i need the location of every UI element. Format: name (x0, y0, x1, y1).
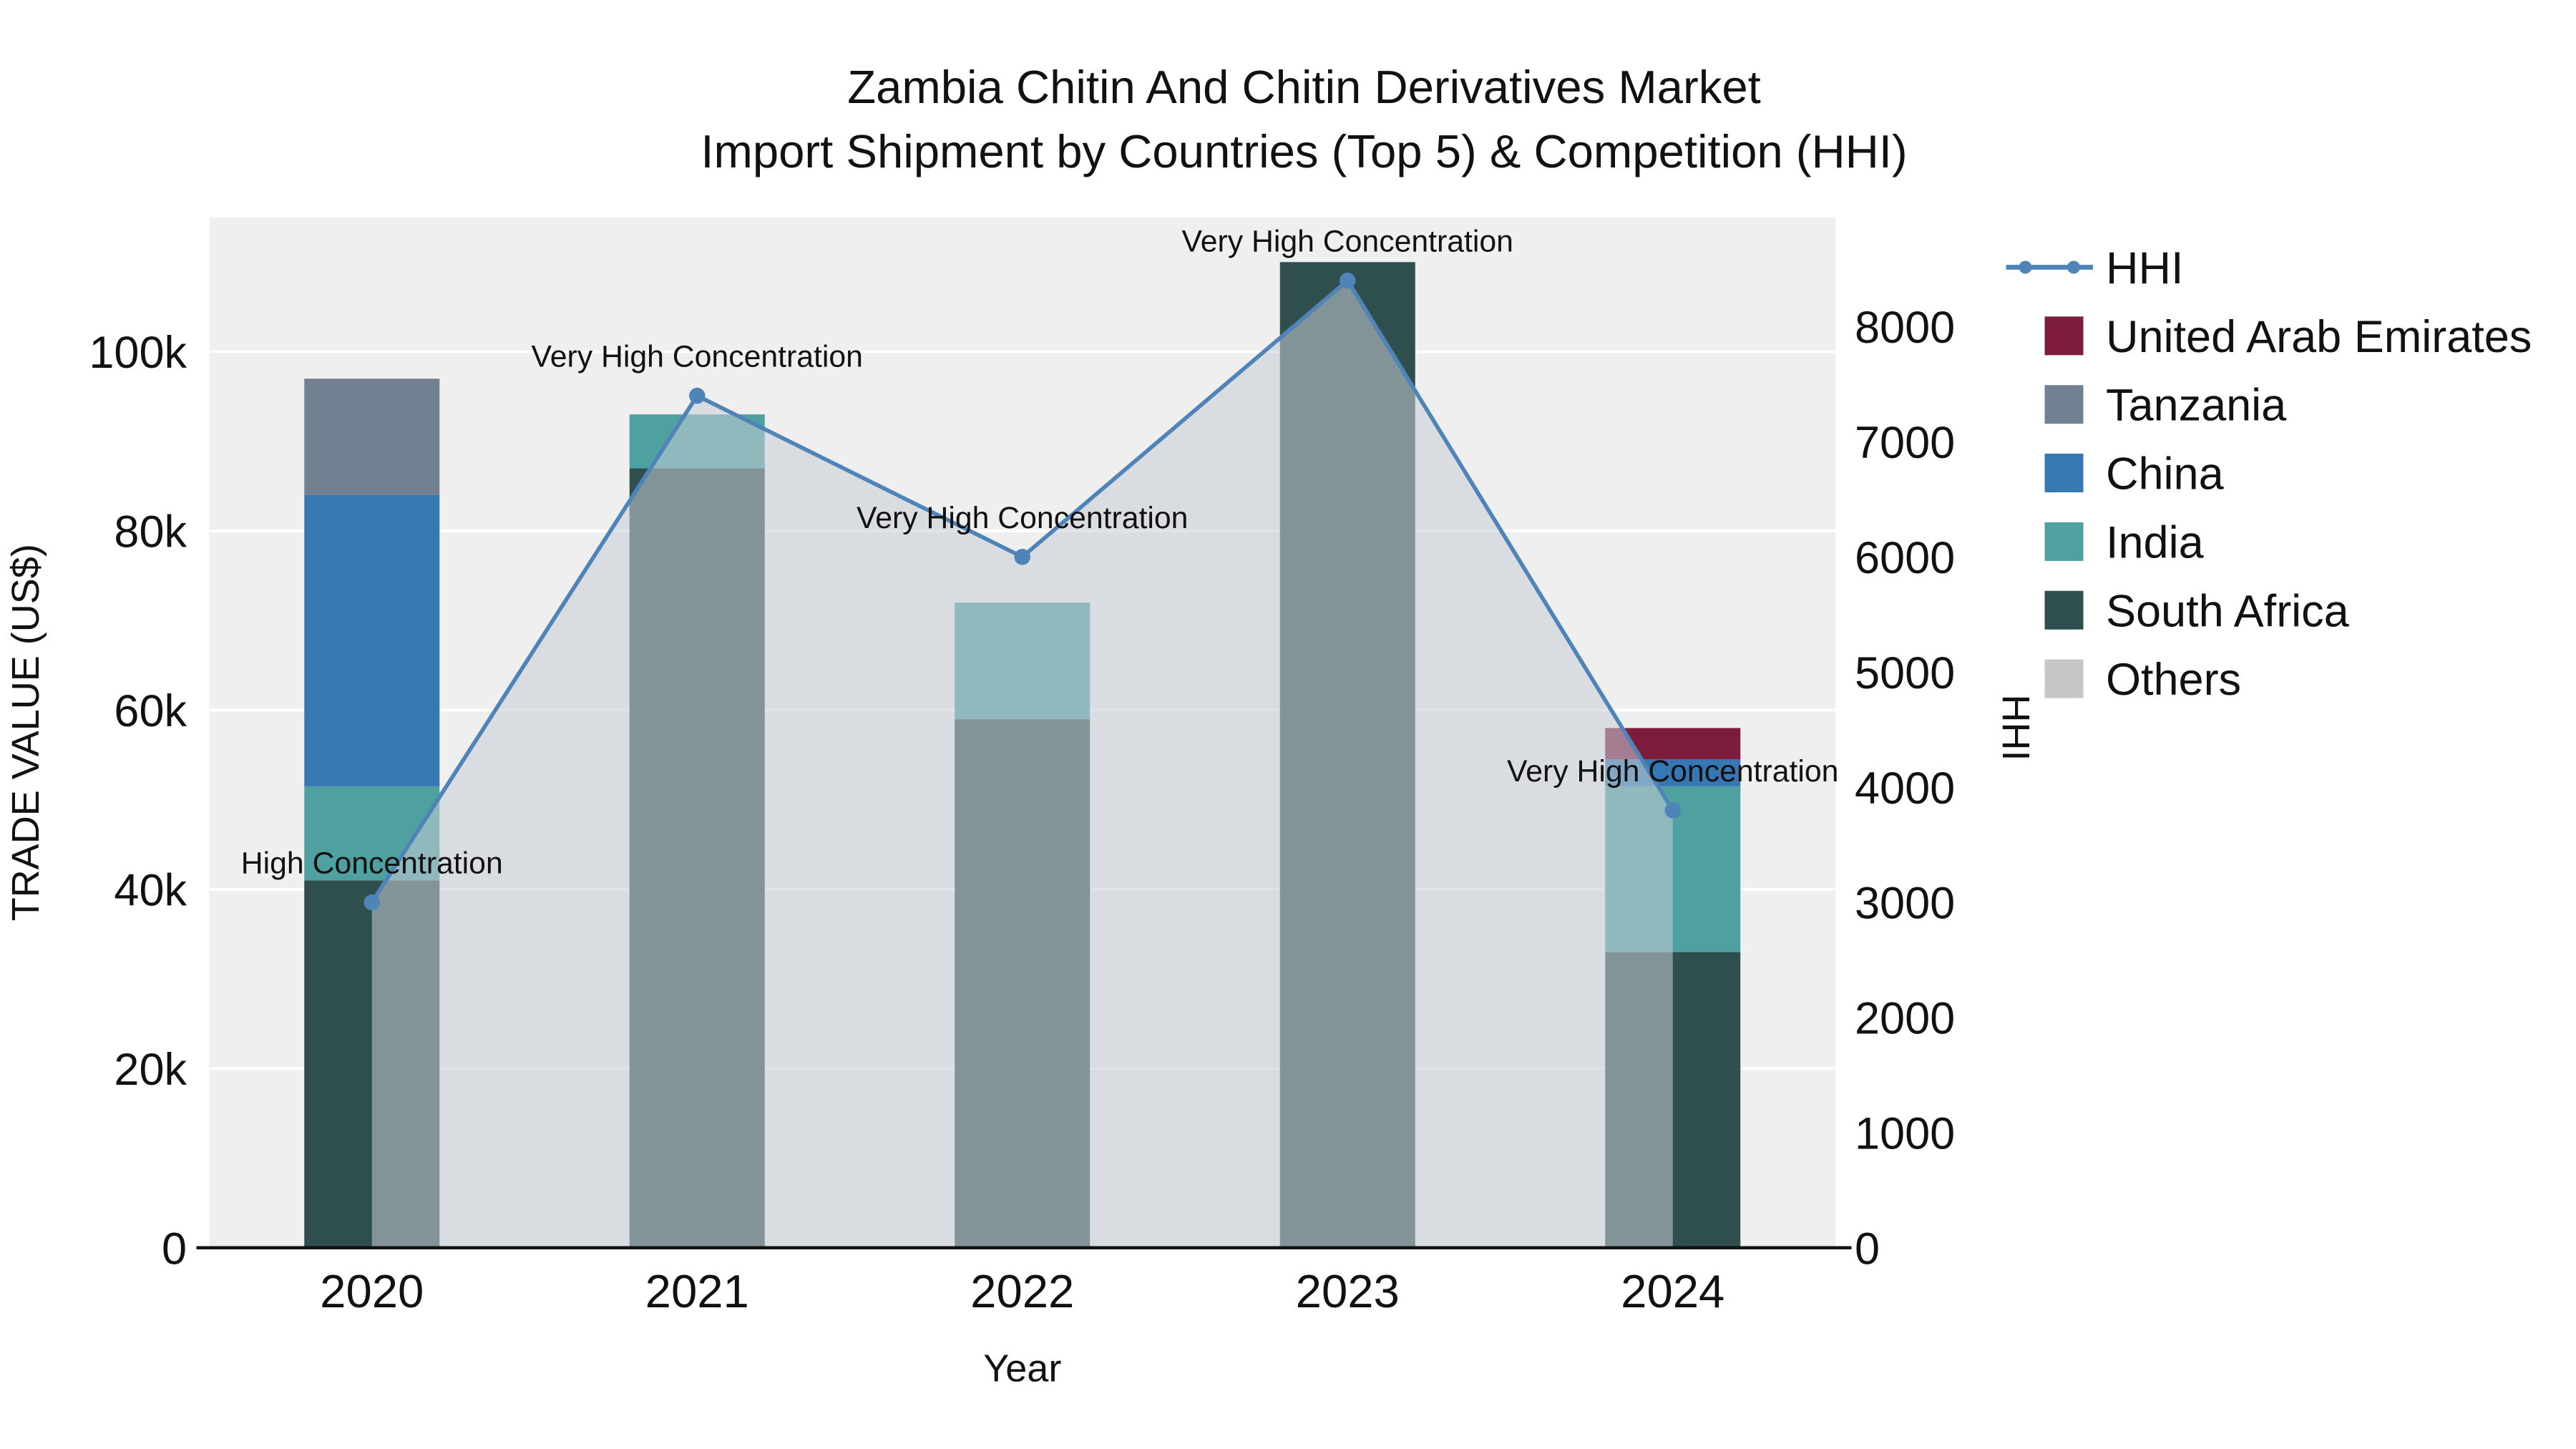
x-tick-label-2024: 2024 (1621, 1265, 1724, 1317)
left-tick-label: 0 (162, 1224, 187, 1274)
right-tick-label: 8000 (1855, 303, 1955, 353)
annotation-2024: Very High Concentration (1507, 754, 1838, 789)
legend-swatch-icon (2044, 385, 2084, 424)
legend-swatch-icon (2044, 522, 2084, 561)
left-axis-title: TRADE VALUE (US$) (4, 544, 47, 921)
hhi-marker-2022 (1014, 549, 1030, 565)
right-tick-label: 2000 (1855, 994, 1955, 1044)
legend-label-tanzania: Tanzania (2106, 381, 2287, 431)
legend-item-india[interactable]: India (2044, 517, 2205, 567)
bar-tanzania-2020 (304, 379, 440, 495)
legend-label-united-arab-emirates: United Arab Emirates (2106, 312, 2532, 362)
hhi-marker-2020 (364, 894, 380, 911)
legend-item-south-africa[interactable]: South Africa (2044, 586, 2350, 636)
right-tick-label: 7000 (1855, 418, 1955, 468)
legend-item-hhi[interactable]: HHI (2006, 243, 2184, 293)
hhi-marker-2024 (1664, 802, 1681, 819)
annotation-2022: Very High Concentration (857, 501, 1188, 535)
legend-label-hhi: HHI (2106, 243, 2184, 293)
annotation-2020: High Concentration (241, 847, 503, 881)
legend-item-others[interactable]: Others (2044, 655, 2242, 705)
right-axis-title: HHI (1994, 695, 2037, 761)
right-tick-label: 1000 (1855, 1108, 1955, 1158)
right-tick-label: 4000 (1855, 763, 1955, 814)
legend-label-south-africa: South Africa (2106, 586, 2350, 636)
legend-label-others: Others (2106, 655, 2241, 705)
right-tick-label: 3000 (1855, 879, 1955, 929)
x-tick-label-2023: 2023 (1296, 1265, 1400, 1317)
right-tick-label: 0 (1855, 1224, 1880, 1274)
legend-item-china[interactable]: China (2044, 449, 2225, 499)
legend-swatch-icon (2044, 454, 2084, 493)
legend-label-china: China (2106, 449, 2225, 499)
legend-swatch-icon (2044, 659, 2084, 698)
x-tick-label-2022: 2022 (970, 1265, 1074, 1317)
x-tick-label-2021: 2021 (645, 1265, 749, 1317)
left-tick-label: 100k (89, 328, 187, 378)
annotation-2021: Very High Concentration (532, 340, 863, 374)
hhi-marker-2023 (1340, 272, 1356, 289)
left-tick-label: 20k (114, 1045, 187, 1095)
x-axis-title: Year (983, 1347, 1061, 1390)
legend-swatch-icon (2044, 590, 2084, 630)
chart-title-line2: Import Shipment by Countries (Top 5) & C… (701, 125, 1907, 177)
hhi-area (371, 280, 1673, 1248)
legend-hhi-marker-icon (2019, 260, 2032, 274)
right-tick-label: 5000 (1855, 648, 1955, 698)
left-tick-label: 80k (114, 507, 187, 557)
legend-hhi-marker-icon (2067, 260, 2080, 274)
right-tick-label: 6000 (1855, 533, 1955, 583)
legend-item-united-arab-emirates[interactable]: United Arab Emirates (2044, 312, 2532, 362)
left-tick-label: 40k (114, 865, 187, 915)
legend-label-india: India (2106, 517, 2205, 567)
chart-title-line1: Zambia Chitin And Chitin Derivatives Mar… (847, 61, 1761, 113)
annotation-2023: Very High Concentration (1182, 225, 1513, 259)
left-tick-label: 60k (114, 686, 187, 736)
legend-item-tanzania[interactable]: Tanzania (2044, 381, 2288, 431)
legend-swatch-icon (2044, 316, 2084, 356)
hhi-marker-2021 (689, 387, 706, 404)
x-tick-label-2020: 2020 (320, 1265, 424, 1317)
bar-china-2020 (304, 494, 440, 786)
